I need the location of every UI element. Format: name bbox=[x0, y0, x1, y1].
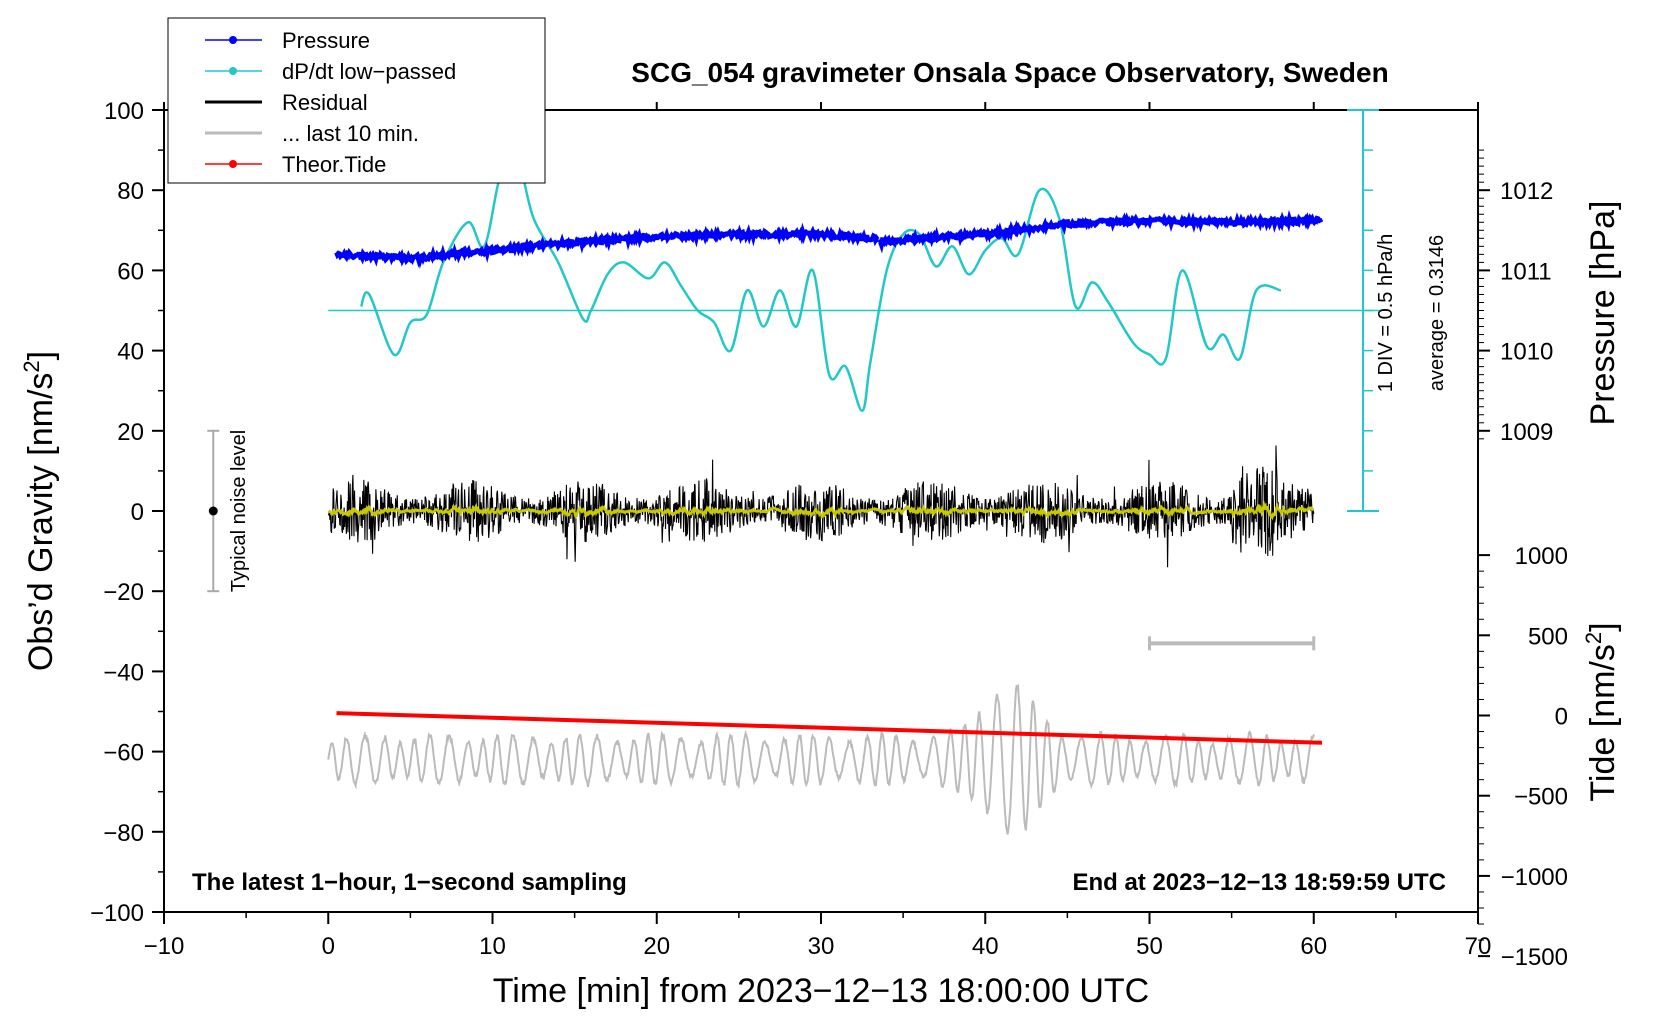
y-tick-label: 100 bbox=[104, 98, 144, 125]
tide-tick-label: 500 bbox=[1528, 623, 1568, 650]
tide-tick-label: 1000 bbox=[1515, 543, 1568, 570]
legend-label: Pressure bbox=[282, 28, 370, 53]
pressure-tick-label: 1009 bbox=[1500, 419, 1553, 446]
noise-bar-dot bbox=[208, 506, 218, 516]
pressure-series-line bbox=[334, 209, 1324, 269]
pressure-axis-ticks: 1012 1011 1010 1009 bbox=[1478, 149, 1553, 446]
last10-range-marker bbox=[1148, 636, 1316, 651]
y-tick-label: −40 bbox=[103, 659, 144, 686]
x-tick-label: 50 bbox=[1136, 933, 1163, 960]
y-tick-label: −20 bbox=[103, 579, 144, 606]
tide-axis-title: Tide [nm/s2] bbox=[1581, 622, 1622, 801]
y-axis-title-main: Obs’d Gravity [nm/s bbox=[22, 373, 60, 672]
tide-tick-label: −500 bbox=[1514, 784, 1568, 811]
footer-left-text: The latest 1−hour, 1−second sampling bbox=[192, 869, 627, 896]
residual-series-line bbox=[327, 445, 1315, 568]
noise-level-label: Typical noise level bbox=[228, 430, 250, 592]
legend-label: ... last 10 min. bbox=[282, 121, 419, 146]
x-tick-label: 20 bbox=[643, 933, 670, 960]
x-tick-label: 40 bbox=[972, 933, 999, 960]
legend-swatch-dot bbox=[229, 36, 237, 44]
legend-item: dP/dt low−passed bbox=[205, 59, 456, 84]
dpdt-average-label: average = 0.3146 bbox=[1426, 235, 1448, 391]
y-tick-label: 40 bbox=[117, 339, 144, 366]
dpdt-scale-label: 1 DIV = 0.5 hPa/h bbox=[1375, 234, 1397, 392]
tide-tick-label: −1000 bbox=[1501, 864, 1568, 891]
tide-axis-title-main: Tide [nm/s bbox=[1584, 644, 1622, 801]
x-tick-label: 60 bbox=[1300, 933, 1327, 960]
x-tick-label: −10 bbox=[144, 933, 185, 960]
x-tick-label: 0 bbox=[322, 933, 335, 960]
chart-title: SCG_054 gravimeter Onsala Space Observat… bbox=[631, 57, 1388, 88]
legend-label: dP/dt low−passed bbox=[282, 59, 456, 84]
chart-legend: Pressure dP/dt low−passed Residual ... last… bbox=[167, 17, 546, 184]
y-tick-label: −100 bbox=[90, 900, 144, 927]
y-axis-ticks: 100 80 60 40 20 0 −20 −40 −60 −80 −100 bbox=[90, 98, 164, 927]
y-tick-label: −60 bbox=[103, 740, 144, 767]
legend-item: Pressure bbox=[205, 28, 370, 53]
pressure-tick-label: 1011 bbox=[1500, 258, 1552, 285]
y-tick-label: 20 bbox=[117, 419, 144, 446]
residual-smooth-line bbox=[327, 500, 1315, 521]
pressure-tick-label: 1012 bbox=[1500, 178, 1553, 205]
footer-right-text: End at 2023−12−13 18:59:59 UTC bbox=[1072, 869, 1446, 896]
y-tick-label: −80 bbox=[103, 820, 144, 847]
y-axis-title-end: ] bbox=[22, 351, 60, 360]
y-axis-title-sup: 2 bbox=[19, 360, 44, 372]
tide-axis-title-sup: 2 bbox=[1581, 632, 1606, 644]
legend-swatch-dot bbox=[229, 160, 237, 168]
x-axis-title: Time [min] from 2023−12−13 18:00:00 UTC bbox=[493, 972, 1149, 1010]
legend-item: Theor.Tide bbox=[205, 152, 386, 177]
tide-axis-ticks: 1000 500 0 −500 −1000 −1500 bbox=[1478, 543, 1568, 971]
y-tick-label: 60 bbox=[117, 258, 144, 285]
legend-label: Theor.Tide bbox=[282, 152, 386, 177]
last10-series-line bbox=[327, 683, 1315, 835]
y-axis-title: Obs’d Gravity [nm/s2] bbox=[19, 351, 60, 671]
y-tick-label: 80 bbox=[117, 178, 144, 205]
legend-item: Residual bbox=[205, 90, 368, 115]
noise-level-bar bbox=[207, 429, 220, 593]
legend-label: Residual bbox=[282, 90, 368, 115]
tide-tick-label: −1500 bbox=[1501, 944, 1568, 971]
x-tick-label: 30 bbox=[808, 933, 835, 960]
legend-swatch-dot bbox=[229, 67, 237, 75]
tide-axis-title-end: ] bbox=[1584, 622, 1622, 631]
pressure-axis-title: Pressure [hPa] bbox=[1584, 201, 1622, 426]
x-tick-label: 10 bbox=[479, 933, 506, 960]
pressure-tick-label: 1010 bbox=[1500, 339, 1553, 366]
legend-item: ... last 10 min. bbox=[205, 121, 419, 146]
tide-series-line bbox=[336, 711, 1323, 745]
tide-tick-label: 0 bbox=[1555, 704, 1568, 731]
y-tick-label: 0 bbox=[131, 499, 144, 526]
